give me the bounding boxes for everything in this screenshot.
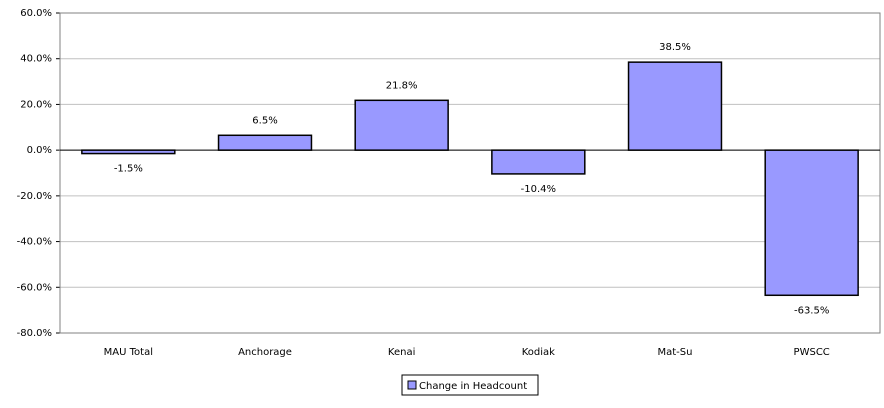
value-label: 21.8% — [386, 80, 418, 91]
y-tick-label: -40.0% — [17, 237, 52, 248]
bar — [627, 61, 723, 151]
legend-swatch — [407, 380, 417, 390]
x-tick-label: MAU Total — [104, 347, 153, 358]
value-label: -10.4% — [521, 184, 556, 195]
bar — [81, 149, 176, 155]
value-label: -63.5% — [794, 305, 829, 316]
x-tick-label: Mat-Su — [658, 347, 693, 358]
y-tick-label: -80.0% — [17, 328, 52, 339]
x-tick-label: Kodiak — [522, 347, 555, 358]
bar — [217, 134, 313, 151]
bar — [354, 99, 449, 151]
x-tick-label: Kenai — [388, 347, 415, 358]
bar — [491, 149, 586, 175]
value-label: -1.5% — [114, 164, 143, 175]
y-tick-label: 20.0% — [20, 99, 52, 110]
x-tick-label: Anchorage — [238, 347, 292, 358]
x-tick-label: PWSCC — [794, 347, 830, 358]
y-tick-label: -20.0% — [17, 191, 52, 202]
y-tick-label: 0.0% — [27, 145, 52, 156]
value-label: 6.5% — [252, 115, 277, 126]
bar — [764, 149, 859, 297]
legend-label: Change in Headcount — [419, 381, 527, 392]
legend-box — [401, 374, 539, 396]
value-label: 38.5% — [659, 42, 691, 53]
y-tick-label: 60.0% — [20, 8, 52, 19]
plot-border — [59, 12, 881, 334]
y-tick-label: 40.0% — [20, 54, 52, 65]
y-tick-label: -60.0% — [17, 282, 52, 293]
